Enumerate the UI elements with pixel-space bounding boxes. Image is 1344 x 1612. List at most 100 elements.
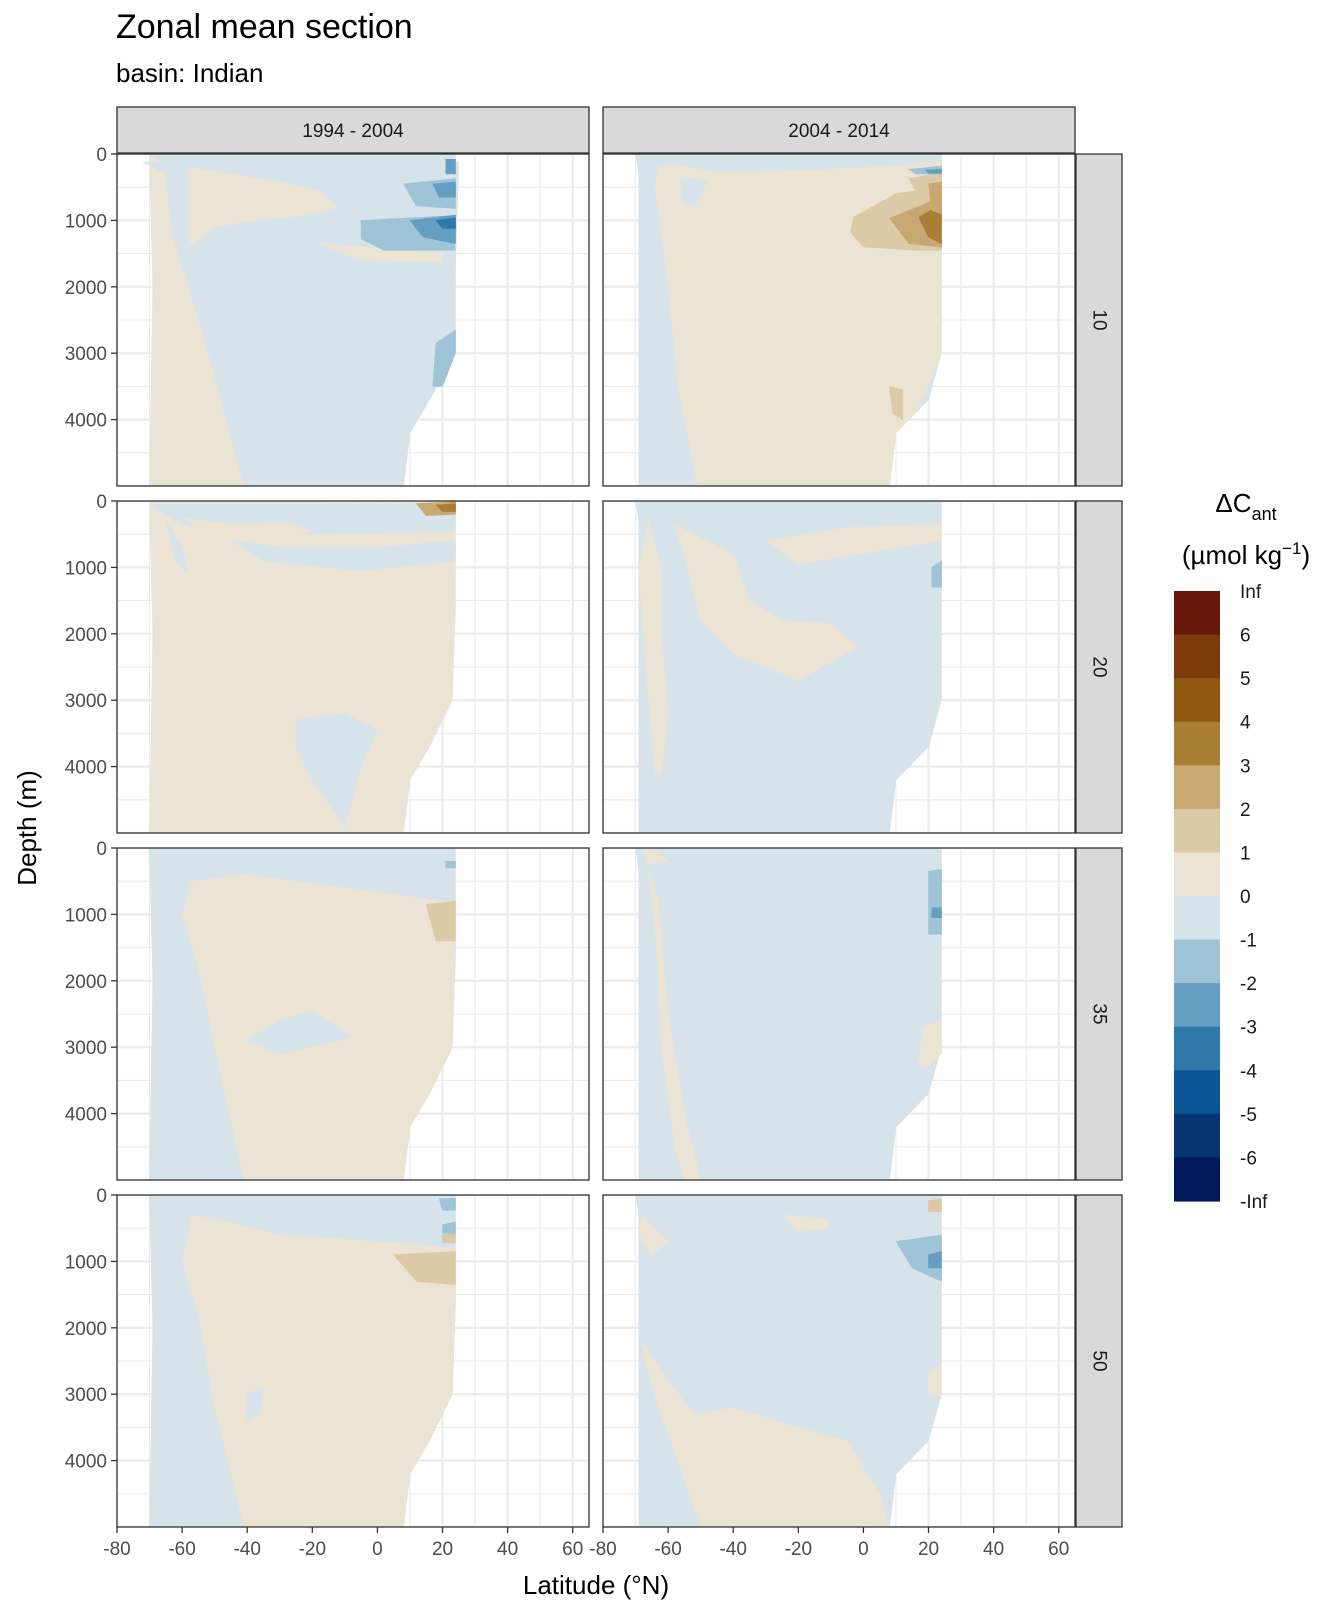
legend-swatch — [1174, 983, 1220, 1028]
y-tick-label: 4000 — [65, 1452, 107, 1473]
column-strip: 1994 - 2004 — [116, 106, 590, 154]
y-tick-label: 4000 — [65, 758, 107, 779]
field-region-pos_1 — [918, 1020, 942, 1068]
field-region-neg_1 — [230, 540, 456, 572]
y-tick-label: 1000 — [65, 1252, 107, 1273]
panel-border — [602, 153, 1076, 487]
y-tick-label: 0 — [96, 1186, 107, 1207]
legend-label: -4 — [1240, 1061, 1257, 1082]
legend-label: 3 — [1240, 756, 1251, 777]
x-tick-label: 0 — [372, 1539, 383, 1560]
legend-label: 2 — [1240, 800, 1251, 821]
y-tick-label: 3000 — [65, 691, 107, 712]
field-region-neg_2 — [928, 868, 942, 935]
panel-20-period-1: 0 1000 2000 3000 4000 — [65, 492, 590, 834]
x-axis-title: Latitude (°N) — [523, 1570, 669, 1600]
field-region-pos_1 — [765, 523, 942, 565]
strip-background — [602, 106, 1076, 154]
field-region-neg_2 — [931, 560, 942, 588]
field-region-pos_1 — [149, 501, 456, 833]
x-tick-label: -20 — [299, 1539, 326, 1560]
legend-swatch — [1174, 678, 1220, 723]
strip-background — [116, 106, 590, 154]
y-tick-label: 2000 — [65, 1319, 107, 1340]
panel-border — [602, 847, 1076, 1181]
panel-border — [116, 153, 590, 487]
x-tick-label: -20 — [785, 1539, 812, 1560]
field-layer — [635, 501, 942, 833]
field-region-pos_1 — [674, 523, 858, 681]
row-strip: 20 — [1075, 500, 1123, 834]
panel-border — [116, 500, 590, 834]
field-region-neg_1 — [246, 1010, 353, 1055]
legend-label: Inf — [1240, 582, 1262, 603]
panel-35-period-2 — [602, 847, 1076, 1181]
panel-border — [116, 847, 590, 1181]
field-region-pos_3 — [928, 181, 942, 215]
row-strip: 10 — [1075, 153, 1123, 487]
y-tick-label: 3000 — [65, 1038, 107, 1059]
panel-50-period-1: 0 1000 2000 3000 4000 -80 -60 -40 -20 0 20 40 60 — [65, 1186, 590, 1560]
field-region-neg_3 — [924, 168, 942, 174]
x-tick-label: -80 — [103, 1539, 130, 1560]
y-tick-label: 0 — [96, 492, 107, 513]
panel-20-period-2 — [602, 500, 1076, 834]
legend-swatch — [1174, 808, 1220, 854]
strip-background — [1075, 500, 1123, 834]
field-layer — [635, 848, 942, 1180]
field-region-pos_2 — [442, 1233, 456, 1244]
chart-title: Zonal mean section — [116, 8, 413, 46]
field-region-neg_2 — [895, 1234, 942, 1282]
y-tick-label: 1000 — [65, 211, 107, 232]
legend: ΔCant (µmol kg−1) Inf 6 5 4 3 2 1 0 -1 -2 -3 -4 -5 -6 -I… — [1174, 488, 1310, 1213]
field-region-pos_1 — [781, 1214, 832, 1232]
y-tick-label: 1000 — [65, 905, 107, 926]
field-region-pos_1 — [641, 848, 669, 865]
field-region-neg_3 — [928, 1251, 942, 1269]
field-region-pos_1 — [638, 520, 669, 774]
legend-swatch — [1174, 1070, 1220, 1115]
panel-35-period-1: 0 1000 2000 3000 4000 — [65, 839, 590, 1181]
y-tick-label: 0 — [96, 145, 107, 166]
legend-title: ΔCant — [1215, 488, 1276, 524]
chart-subtitle: basin: Indian — [116, 58, 264, 88]
panel-10-period-1: 0 1000 2000 3000 4000 — [65, 145, 590, 487]
y-tick-label: 1000 — [65, 558, 107, 579]
field-region-neg_2 — [432, 329, 456, 387]
field-region-neg_1 — [148, 154, 456, 178]
field-region-pos_1 — [928, 1363, 942, 1398]
field-region-pos_1 — [648, 867, 702, 1180]
x-tick-label: 0 — [858, 1539, 869, 1560]
legend-swatch — [1174, 591, 1220, 636]
field-layer — [148, 501, 456, 833]
field-region-pos_4 — [435, 503, 456, 512]
legend-swatch — [1174, 939, 1220, 984]
column-strip-label: 2004 - 2014 — [788, 121, 890, 142]
field-region-neg_1 — [246, 1387, 264, 1422]
legend-label: 6 — [1240, 626, 1251, 647]
y-tick-label: 4000 — [65, 411, 107, 432]
y-tick-label: 2000 — [65, 625, 107, 646]
panel-10-period-2 — [602, 153, 1076, 487]
field-region-pos_2 — [928, 1198, 942, 1212]
legend-label: -1 — [1240, 931, 1257, 952]
x-tick-label: 40 — [497, 1539, 518, 1560]
panel-border — [602, 500, 1076, 834]
field-region-neg_4 — [435, 217, 456, 229]
field-region-pos_2 — [393, 1251, 456, 1285]
panel-50-period-2: -80 -60 -40 -20 0 20 40 60 — [589, 1194, 1076, 1560]
field-region-pos_2 — [889, 386, 903, 421]
row-strip-label: 35 — [1089, 1003, 1110, 1024]
legend-swatch — [1174, 721, 1220, 766]
field-layer — [635, 1195, 942, 1527]
field-region-pos_1 — [638, 1214, 669, 1256]
x-tick-label: 60 — [1048, 1539, 1069, 1560]
strip-background — [1075, 847, 1123, 1181]
legend-swatch — [1174, 896, 1220, 941]
x-tick-label: 20 — [432, 1539, 453, 1560]
row-strip-label: 50 — [1089, 1350, 1110, 1371]
legend-label: -3 — [1240, 1018, 1257, 1039]
field-region-pos_1 — [181, 517, 313, 542]
field-region-pos_1 — [641, 1340, 890, 1527]
